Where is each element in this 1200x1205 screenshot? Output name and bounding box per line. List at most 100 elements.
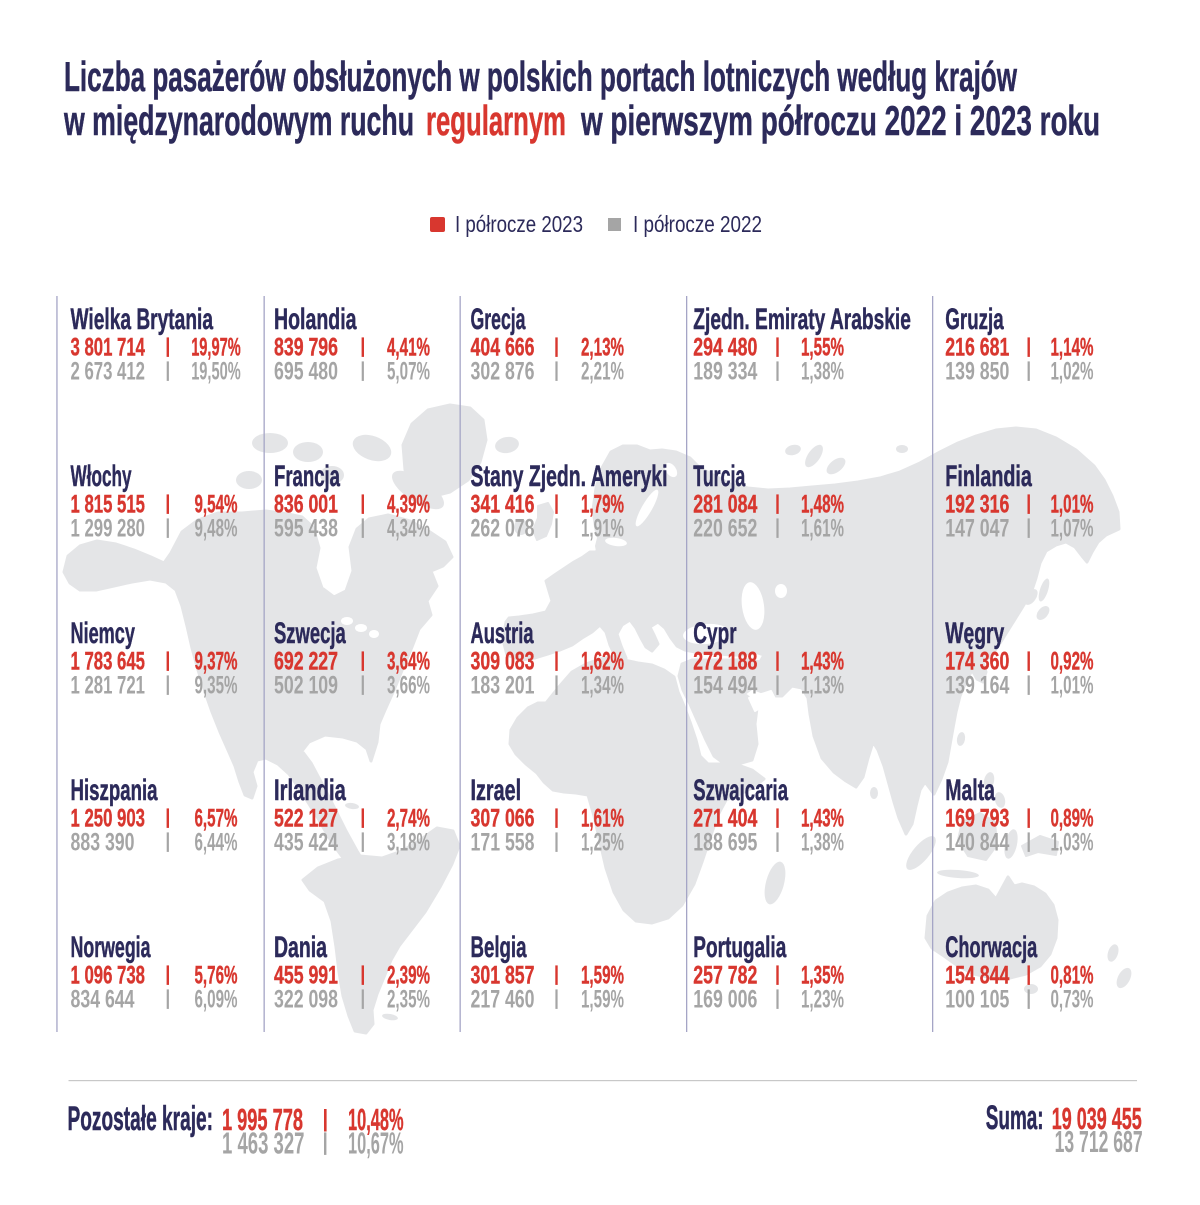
svg-text:1,01%: 1,01% [1051, 490, 1094, 518]
svg-text:883 390: 883 390 [71, 828, 135, 856]
svg-text:1,03%: 1,03% [1051, 828, 1094, 856]
svg-text:695 480: 695 480 [274, 357, 338, 385]
svg-text:294 480: 294 480 [693, 333, 757, 361]
svg-text:189 334: 189 334 [693, 357, 757, 385]
svg-text:9,37%: 9,37% [195, 647, 238, 675]
svg-text:Zjedn. Emiraty Arabskie: Zjedn. Emiraty Arabskie [693, 303, 911, 336]
svg-text:1,79%: 1,79% [581, 490, 624, 518]
svg-text:Holandia: Holandia [274, 303, 357, 336]
svg-text:9,35%: 9,35% [195, 671, 238, 699]
svg-text:174 360: 174 360 [945, 647, 1009, 675]
svg-text:171 558: 171 558 [471, 828, 535, 856]
svg-text:1 281 721: 1 281 721 [71, 671, 146, 699]
svg-text:257 782: 257 782 [693, 961, 757, 989]
svg-text:1,13%: 1,13% [801, 671, 844, 699]
svg-text:Niemcy: Niemcy [71, 617, 136, 650]
svg-text:301 857: 301 857 [471, 961, 535, 989]
svg-text:595 438: 595 438 [274, 514, 338, 542]
svg-text:Wielka Brytania: Wielka Brytania [71, 303, 214, 336]
svg-text:0,81%: 0,81% [1051, 961, 1094, 989]
svg-text:455 991: 455 991 [274, 961, 338, 989]
svg-text:Szwajcaria: Szwajcaria [693, 774, 788, 807]
svg-text:692 227: 692 227 [274, 647, 338, 675]
svg-text:1,59%: 1,59% [581, 985, 624, 1013]
svg-text:1 250 903: 1 250 903 [71, 804, 146, 832]
svg-text:Belgia: Belgia [471, 931, 527, 964]
svg-text:5,76%: 5,76% [195, 961, 238, 989]
svg-text:139 850: 139 850 [945, 357, 1009, 385]
svg-text:w pierwszym półroczu 2022 i 20: w pierwszym półroczu 2022 i 2023 roku [580, 97, 1100, 144]
svg-text:Francja: Francja [274, 460, 340, 493]
svg-text:Austria: Austria [471, 617, 534, 650]
svg-text:Chorwacja: Chorwacja [945, 931, 1037, 964]
svg-text:Gruzja: Gruzja [945, 303, 1004, 336]
svg-text:9,54%: 9,54% [195, 490, 238, 518]
svg-text:Stany Zjedn. Ameryki: Stany Zjedn. Ameryki [471, 460, 668, 493]
svg-text:1,62%: 1,62% [581, 647, 624, 675]
svg-text:188 695: 188 695 [693, 828, 757, 856]
svg-text:522 127: 522 127 [274, 804, 338, 832]
svg-text:Norwegia: Norwegia [71, 931, 151, 964]
svg-text:140 844: 140 844 [945, 828, 1009, 856]
svg-text:0,73%: 0,73% [1051, 985, 1094, 1013]
svg-text:1 299 280: 1 299 280 [71, 514, 146, 542]
svg-text:10,48%: 10,48% [348, 1103, 404, 1137]
svg-text:220 652: 220 652 [693, 514, 757, 542]
svg-text:1,07%: 1,07% [1051, 514, 1094, 542]
svg-text:Włochy: Włochy [71, 460, 132, 493]
svg-text:Hiszpania: Hiszpania [71, 774, 158, 807]
svg-text:1,43%: 1,43% [801, 804, 844, 832]
svg-text:1,59%: 1,59% [581, 961, 624, 989]
svg-text:3,66%: 3,66% [387, 671, 430, 699]
svg-text:281 084: 281 084 [693, 490, 757, 518]
svg-text:Cypr: Cypr [693, 617, 736, 650]
svg-text:Grecja: Grecja [471, 303, 526, 336]
svg-text:169 006: 169 006 [693, 985, 757, 1013]
svg-text:2,21%: 2,21% [581, 357, 624, 385]
svg-text:2,39%: 2,39% [387, 961, 430, 989]
svg-text:1 096 738: 1 096 738 [71, 961, 146, 989]
svg-text:Finlandia: Finlandia [945, 460, 1032, 493]
svg-text:Portugalia: Portugalia [693, 931, 786, 964]
svg-text:9,48%: 9,48% [195, 514, 238, 542]
svg-text:Węgry: Węgry [945, 617, 1004, 650]
svg-text:309 083: 309 083 [471, 647, 535, 675]
svg-text:Izrael: Izrael [471, 774, 522, 807]
svg-text:1,01%: 1,01% [1051, 671, 1094, 699]
svg-text:1 995 778: 1 995 778 [222, 1103, 303, 1137]
svg-text:1,23%: 1,23% [801, 985, 844, 1013]
svg-text:Malta: Malta [945, 774, 995, 807]
svg-text:2,74%: 2,74% [387, 804, 430, 832]
svg-text:I półrocze 2023: I półrocze 2023 [455, 211, 583, 237]
svg-text:I półrocze 2022: I półrocze 2022 [633, 211, 762, 237]
svg-text:1,48%: 1,48% [801, 490, 844, 518]
svg-text:262 078: 262 078 [471, 514, 535, 542]
svg-text:1,43%: 1,43% [801, 647, 844, 675]
svg-text:1 815 515: 1 815 515 [71, 490, 146, 518]
svg-text:1 783 645: 1 783 645 [71, 647, 146, 675]
svg-text:13 712 687: 13 712 687 [1055, 1125, 1143, 1159]
svg-text:4,34%: 4,34% [387, 514, 430, 542]
svg-text:19 039 455: 19 039 455 [1052, 1102, 1142, 1136]
svg-text:1,61%: 1,61% [581, 804, 624, 832]
svg-text:3,64%: 3,64% [387, 647, 430, 675]
svg-text:154 844: 154 844 [945, 961, 1009, 989]
svg-text:307 066: 307 066 [471, 804, 535, 832]
svg-text:1,35%: 1,35% [801, 961, 844, 989]
svg-text:100 105: 100 105 [945, 985, 1009, 1013]
svg-text:1,14%: 1,14% [1051, 333, 1094, 361]
svg-text:2,13%: 2,13% [581, 333, 624, 361]
svg-text:0,89%: 0,89% [1051, 804, 1094, 832]
svg-text:839 796: 839 796 [274, 333, 338, 361]
svg-text:2,35%: 2,35% [387, 985, 430, 1013]
svg-text:1 463 327: 1 463 327 [222, 1126, 305, 1160]
svg-text:5,07%: 5,07% [387, 357, 430, 385]
svg-text:w międzynarodowym ruchu: w międzynarodowym ruchu [63, 97, 414, 144]
svg-text:3,18%: 3,18% [387, 828, 430, 856]
svg-text:19,97%: 19,97% [191, 333, 241, 361]
svg-text:0,92%: 0,92% [1051, 647, 1094, 675]
svg-text:1,61%: 1,61% [801, 514, 844, 542]
svg-text:6,44%: 6,44% [195, 828, 238, 856]
svg-text:1,55%: 1,55% [801, 333, 844, 361]
svg-text:502 109: 502 109 [274, 671, 338, 699]
